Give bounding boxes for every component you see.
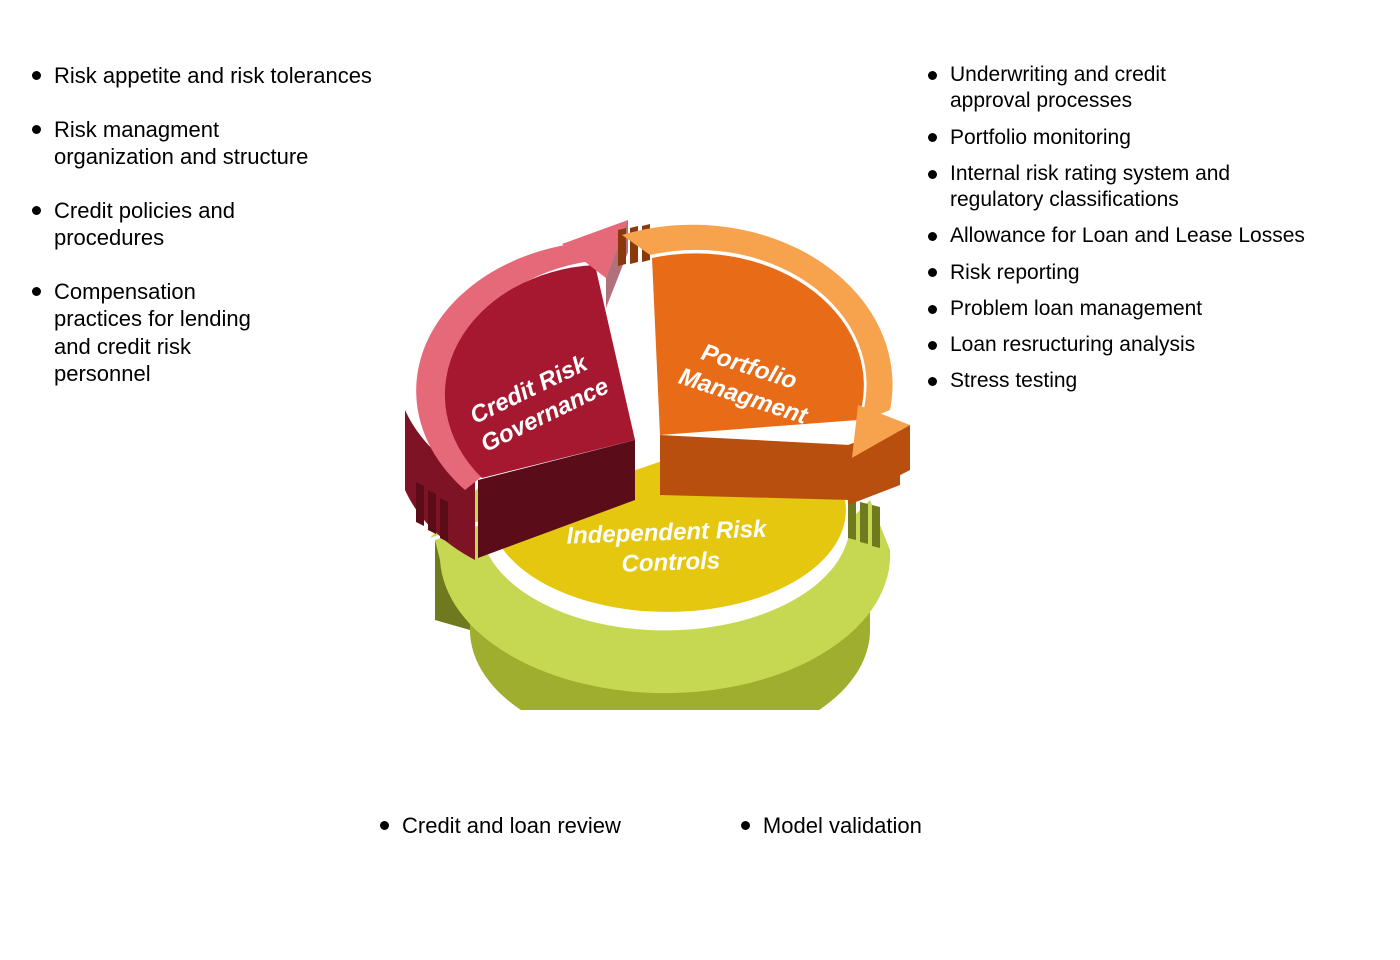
list-item: Risk managmentorganization and structure bbox=[32, 116, 402, 171]
bottom-bullet-row: Credit and loan review Model validation bbox=[380, 812, 980, 858]
list-item: Allowance for Loan and Lease Losses bbox=[928, 223, 1328, 249]
list-item: Loan resructuring analysis bbox=[928, 332, 1328, 358]
left-bullet-list: Risk appetite and risk tolerances Risk m… bbox=[32, 62, 402, 414]
list-item: Internal risk rating system andregulator… bbox=[928, 161, 1328, 214]
list-item: Portfolio monitoring bbox=[928, 125, 1328, 151]
list-item: Risk reporting bbox=[928, 260, 1328, 286]
list-item: Model validation bbox=[741, 812, 922, 840]
bottom-bullet-list: Model validation bbox=[741, 812, 922, 858]
list-item: Risk appetite and risk tolerances bbox=[32, 62, 402, 90]
list-item: Problem loan management bbox=[928, 296, 1328, 322]
segment-portfolio-management: Portfolio Managment bbox=[618, 224, 910, 505]
list-item: Compensationpractices for lendingand cre… bbox=[32, 278, 402, 388]
list-item: Credit policies andprocedures bbox=[32, 197, 402, 252]
segment-inner-side bbox=[660, 435, 850, 500]
segment-credit-risk-governance: Credit Risk Governance bbox=[405, 220, 635, 560]
list-item: Stress testing bbox=[928, 368, 1328, 394]
list-item: Underwriting and creditapproval processe… bbox=[928, 62, 1328, 115]
bottom-bullet-list: Credit and loan review bbox=[380, 812, 621, 858]
right-bullet-list: Underwriting and creditapproval processe… bbox=[928, 62, 1328, 405]
list-item: Credit and loan review bbox=[380, 812, 621, 840]
cycle-pie-diagram: Independent Risk Controls Credit Risk Go… bbox=[370, 200, 910, 710]
